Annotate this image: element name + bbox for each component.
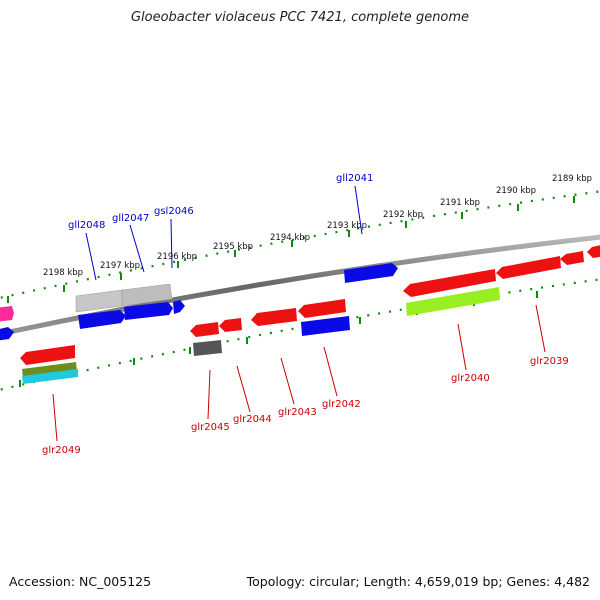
gene-label-gsl2046: gsl2046 [154,206,194,217]
kbp-label: 2195 kbp [213,242,253,252]
gene-arrow[interactable] [406,287,500,316]
gene-arrow[interactable] [560,251,584,265]
topology-text: Topology: circular; Length: 4,659,019 bp… [246,574,590,589]
gene-arrow[interactable] [301,316,350,336]
gene-arrow[interactable] [496,256,561,279]
gene-arrow[interactable] [0,306,14,322]
kbp-label: 2193 kbp [327,221,367,231]
kbp-label: 2196 kbp [157,252,197,262]
gene-label-glr2043: glr2043 [278,407,317,418]
gene-label-glr2040: glr2040 [451,373,490,384]
gene-label-glr2042: glr2042 [322,399,361,410]
bottom-strand-features [20,244,600,384]
gene-arrow[interactable] [121,283,173,307]
gene-arrow[interactable] [22,369,78,384]
gene-arrow[interactable] [78,310,126,329]
gene-arrow[interactable] [219,318,242,332]
leader-lines [52,185,546,442]
gene-label-gll2048: gll2048 [68,220,105,231]
gene-arrow[interactable] [403,269,496,297]
map-title: Gloeobacter violaceus PCC 7421, complete… [130,10,470,25]
kbp-label: 2198 kbp [43,268,83,278]
gene-label-glr2049: glr2049 [42,445,81,456]
gene-arrow[interactable] [251,308,297,326]
kbp-label: 2194 kbp [270,233,310,243]
top-strand-features [0,263,398,341]
gene-arrow[interactable] [173,300,185,314]
kbp-labels: 2189 kbp 2190 kbp 2191 kbp 2192 kbp 2193… [43,174,592,278]
gene-arrow[interactable] [193,340,222,356]
gene-arrow[interactable] [124,302,173,320]
gene-label-glr2044: glr2044 [233,414,272,425]
gene-arrow[interactable] [0,327,14,341]
upper-coordinate-track [0,190,600,299]
kbp-label: 2190 kbp [496,186,536,196]
gene-arrow[interactable] [587,244,600,258]
gene-label-gll2041: gll2041 [336,173,373,184]
accession-text: Accession: NC_005125 [9,574,152,589]
gene-arrow[interactable] [190,322,219,337]
kbp-label: 2197 kbp [100,261,140,271]
kbp-label: 2189 kbp [552,174,592,184]
gene-labels-top: gll2041 gsl2046 gll2047 gll2048 [68,173,373,231]
gene-label-gll2047: gll2047 [112,213,149,224]
gene-arrow[interactable] [20,345,75,365]
gene-labels-bottom: glr2039 glr2040 glr2042 glr2043 glr2044 … [42,356,569,456]
upper-major-ticks [7,196,575,303]
gene-arrow[interactable] [344,263,398,283]
gene-label-glr2045: glr2045 [191,422,230,433]
gene-label-glr2039: glr2039 [530,356,569,367]
kbp-label: 2191 kbp [440,198,480,208]
gene-arrow[interactable] [298,299,346,318]
kbp-label: 2192 kbp [383,210,423,220]
dna-backbone [0,234,600,337]
